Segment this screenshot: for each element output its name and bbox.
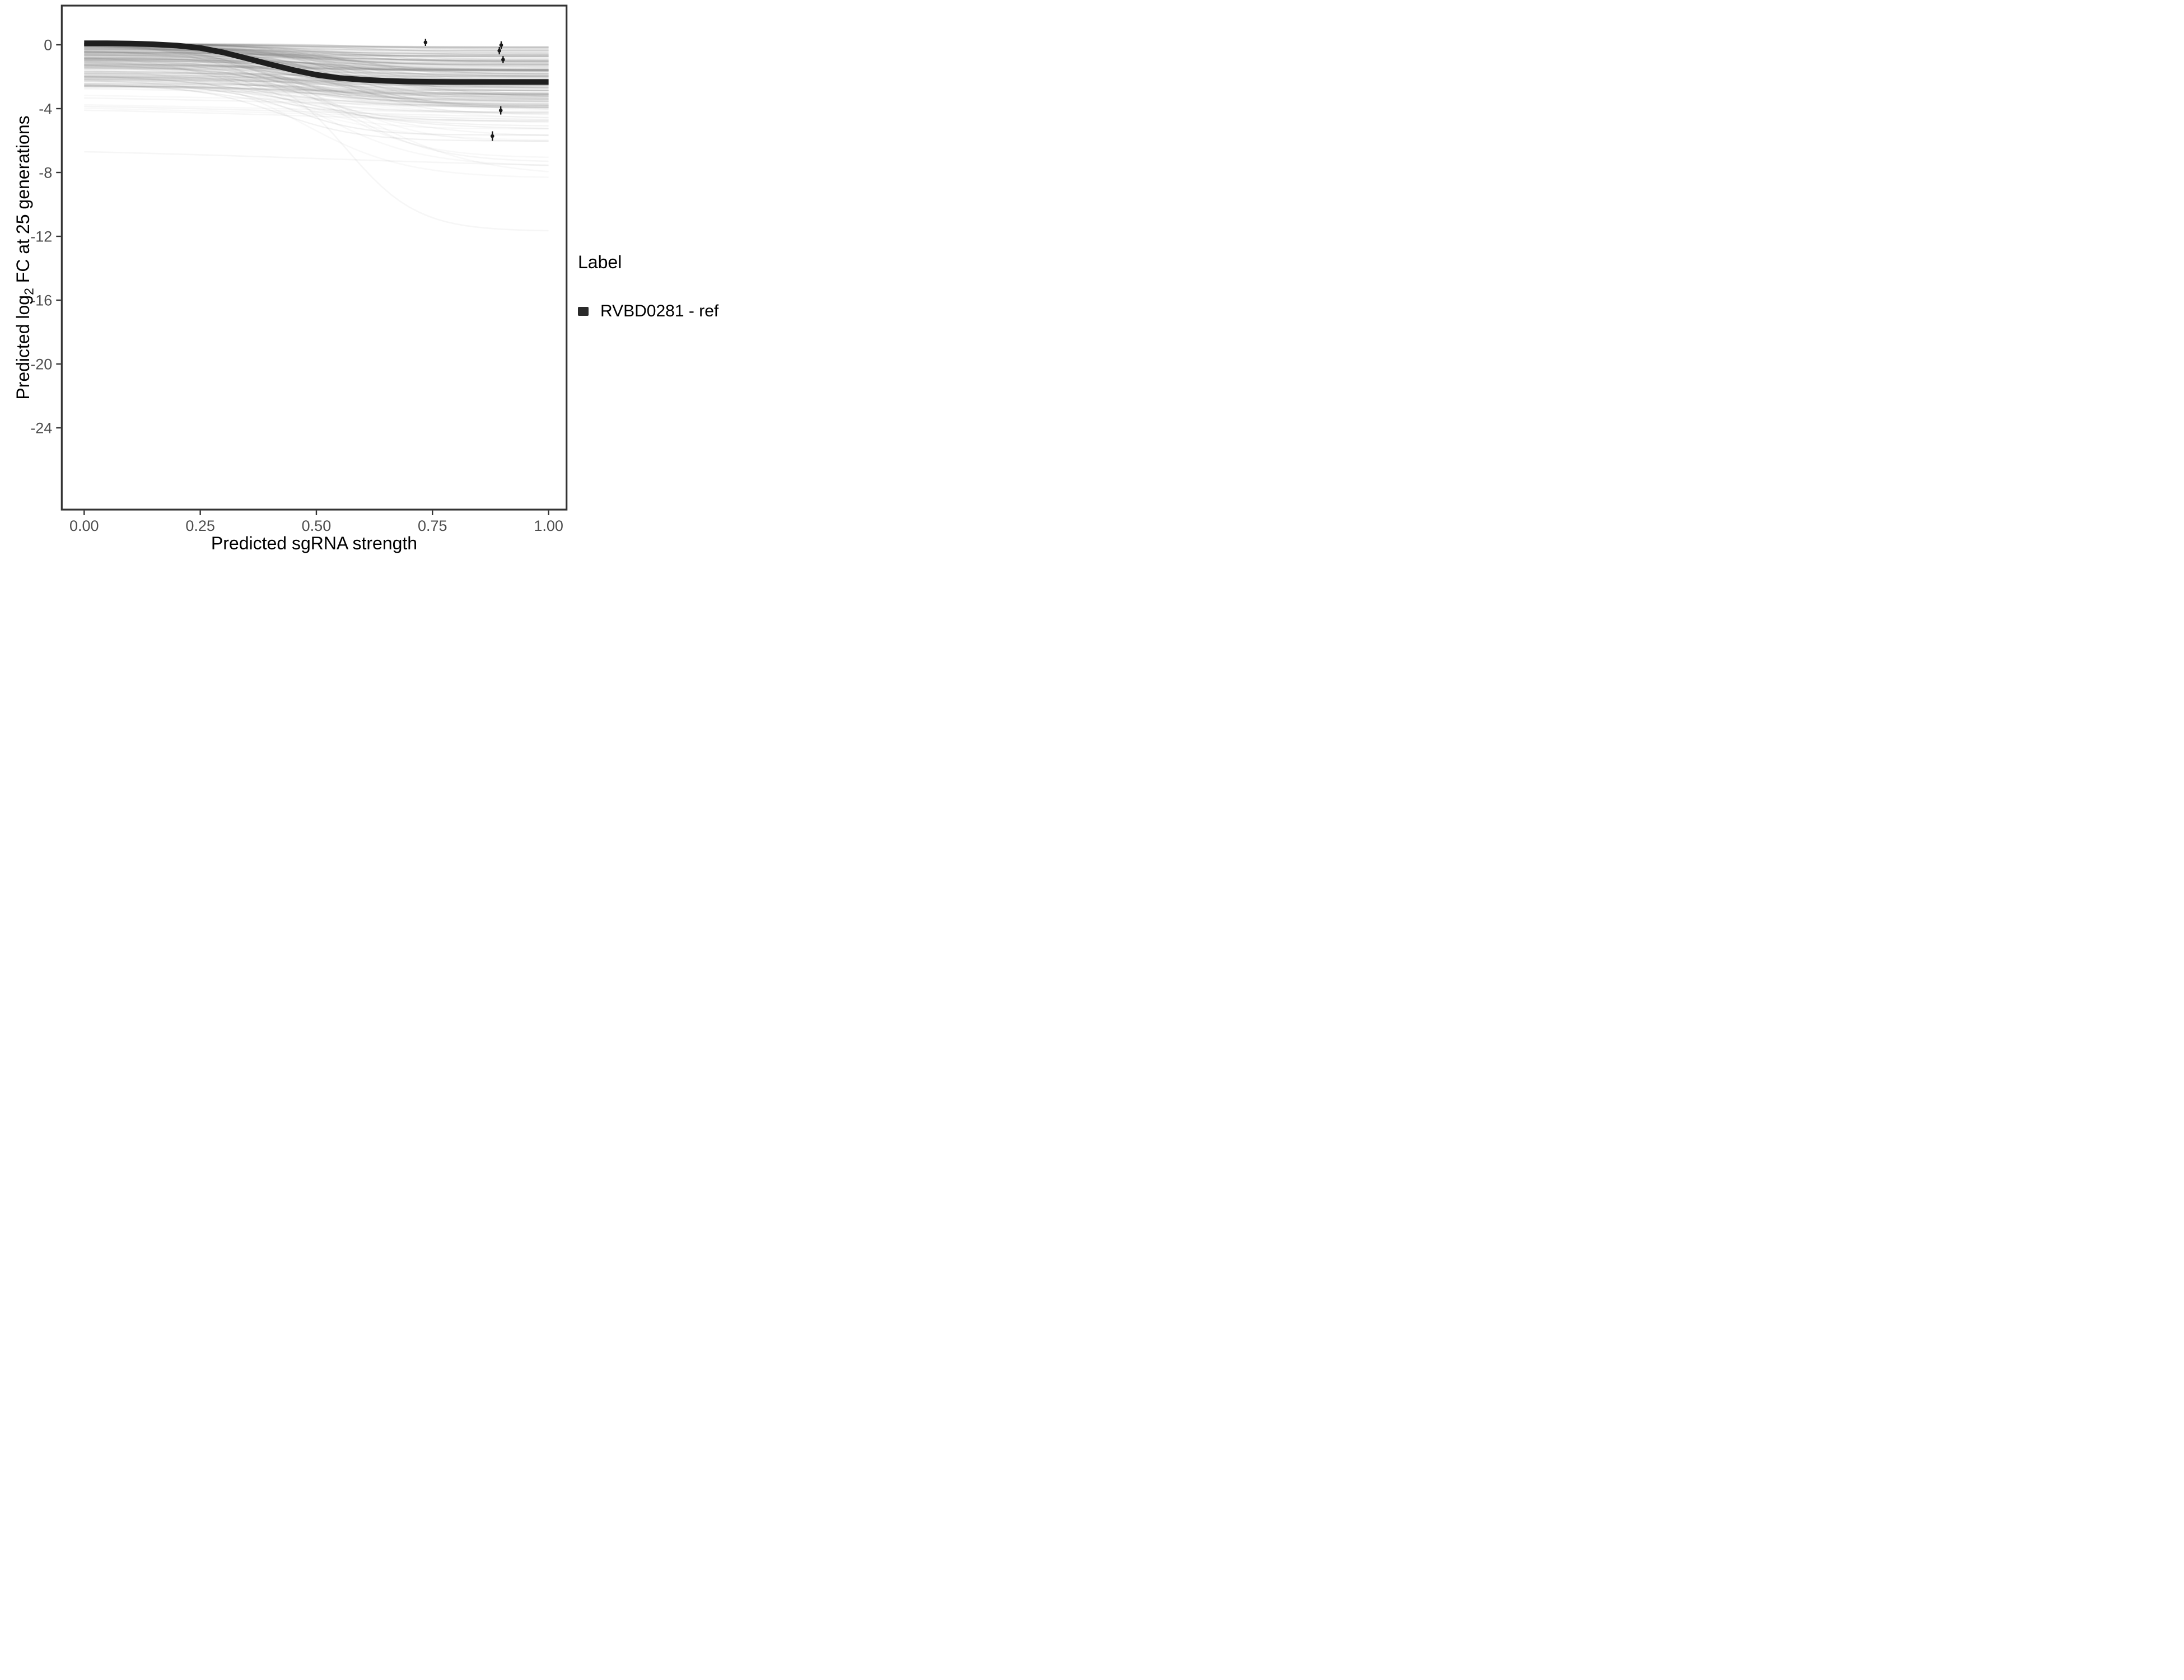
chart-panel: 0.00 0.25 0.50 0.75 1.00 0 -4 -8 -12 -16 -20 -24 (30, 4, 568, 535)
legend-line-swatch (578, 307, 589, 316)
data-point (499, 43, 503, 47)
data-point (498, 108, 503, 113)
legend-entry: RVBD0281 - ref (577, 302, 727, 321)
y-axis-title: Predicted log2 FC at 25 generations (13, 84, 36, 431)
y-tick-label: -12 (30, 228, 52, 245)
axes: 0.00 0.25 0.50 0.75 1.00 0 -4 -8 -12 -16 -20 -24 (30, 37, 563, 535)
curve-layer (84, 40, 549, 232)
data-point (423, 40, 428, 45)
x-tick-label: 0.75 (418, 517, 447, 534)
y-tick-label: -16 (30, 292, 52, 309)
chart-figure: 0.00 0.25 0.50 0.75 1.00 0 -4 -8 -12 -16 -20 -24 Pr… (0, 0, 728, 560)
y-tick-label: 0 (44, 37, 52, 54)
reference-line (84, 40, 549, 85)
y-tick-label: -24 (30, 420, 52, 437)
data-point (490, 134, 494, 138)
x-axis-title: Predicted sgRNA strength (211, 533, 418, 553)
x-tick-label: 0.00 (69, 517, 99, 534)
legend: Label RVBD0281 - ref (577, 252, 727, 321)
y-axis-title-prefix: Predicted log (13, 295, 33, 400)
legend-entry-label: RVBD0281 - ref (600, 302, 719, 320)
data-point (497, 49, 501, 53)
data-point (501, 58, 505, 62)
y-tick-label: -20 (30, 356, 52, 373)
x-tick-label: 1.00 (534, 517, 563, 534)
x-tick-label: 0.25 (185, 517, 215, 534)
legend-title: Label (578, 252, 622, 272)
panel-border (60, 4, 568, 511)
x-tick-label: 0.50 (302, 517, 332, 534)
y-axis-title-subscript: 2 (21, 288, 36, 295)
y-axis-title-suffix: FC at 25 generations (13, 115, 33, 288)
y-tick-label: -8 (39, 165, 52, 181)
y-tick-label: -4 (39, 101, 52, 118)
data-points (423, 39, 505, 141)
